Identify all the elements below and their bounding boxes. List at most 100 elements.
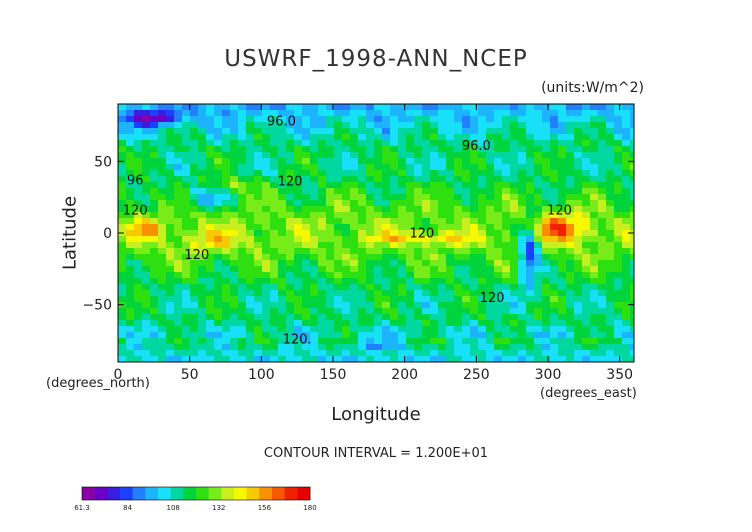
heatmap-cell — [446, 170, 455, 177]
heatmap-cell — [422, 302, 431, 309]
heatmap-cell — [366, 338, 375, 345]
heatmap-cell — [374, 200, 383, 207]
heatmap-cell — [206, 326, 215, 333]
heatmap-cell — [342, 146, 351, 153]
heatmap-cell — [198, 176, 207, 183]
heatmap-cell — [326, 158, 335, 165]
heatmap-cell — [350, 230, 359, 237]
heatmap-cell — [486, 122, 495, 129]
heatmap-cell — [350, 254, 359, 261]
heatmap-cell — [318, 170, 327, 177]
heatmap-cell — [606, 308, 615, 315]
heatmap-cell — [182, 164, 191, 171]
heatmap-cell — [446, 260, 455, 267]
heatmap-cell — [206, 266, 215, 273]
heatmap-cell — [382, 140, 391, 147]
heatmap-cell — [190, 188, 199, 195]
heatmap-cell — [526, 200, 535, 207]
heatmap-cell — [246, 254, 255, 261]
heatmap-cell — [262, 326, 271, 333]
heatmap-cell — [422, 212, 431, 219]
heatmap-cell — [462, 344, 471, 351]
heatmap-cell — [118, 170, 127, 177]
heatmap-cell — [614, 182, 623, 189]
heatmap-cell — [238, 212, 247, 219]
heatmap-cell — [622, 194, 631, 201]
heatmap-cell — [542, 146, 551, 153]
heatmap-cell — [414, 176, 423, 183]
heatmap-cell — [326, 278, 335, 285]
heatmap-cell — [598, 242, 607, 249]
heatmap-cell — [406, 356, 415, 363]
heatmap-cell — [310, 104, 319, 111]
heatmap-cell — [486, 326, 495, 333]
heatmap-cell — [390, 314, 399, 321]
heatmap-cell — [574, 248, 583, 255]
heatmap-cell — [302, 314, 311, 321]
colorbar-swatch — [246, 487, 260, 500]
heatmap-cell — [286, 236, 295, 243]
heatmap-cell — [590, 302, 599, 309]
heatmap-cell — [550, 104, 559, 111]
heatmap-cell — [558, 158, 567, 165]
heatmap-cell — [590, 188, 599, 195]
heatmap-cell — [198, 242, 207, 249]
heatmap-cell — [454, 104, 463, 111]
heatmap-cell — [590, 344, 599, 351]
heatmap-cell — [606, 200, 615, 207]
heatmap-cell — [438, 338, 447, 345]
heatmap-cell — [390, 254, 399, 261]
heatmap-cell — [486, 140, 495, 147]
heatmap-cell — [190, 254, 199, 261]
heatmap-cell — [174, 278, 183, 285]
heatmap-cell — [382, 260, 391, 267]
heatmap-cell — [334, 350, 343, 357]
heatmap-cell — [494, 302, 503, 309]
heatmap-cell — [502, 188, 511, 195]
heatmap-cell — [494, 320, 503, 327]
heatmap-cell — [526, 128, 535, 135]
heatmap-cell — [614, 128, 623, 135]
heatmap-cell — [510, 194, 519, 201]
heatmap-cell — [182, 296, 191, 303]
heatmap-cell — [438, 290, 447, 297]
heatmap-cell — [534, 122, 543, 129]
heatmap-cell — [550, 242, 559, 249]
heatmap-cell — [382, 128, 391, 135]
heatmap-cell — [214, 266, 223, 273]
heatmap-cell — [414, 140, 423, 147]
heatmap-cell — [470, 308, 479, 315]
heatmap-cell — [318, 350, 327, 357]
heatmap-cell — [622, 128, 631, 135]
heatmap-cell — [142, 188, 151, 195]
heatmap-cell — [510, 302, 519, 309]
heatmap-cell — [550, 326, 559, 333]
heatmap-cell — [198, 320, 207, 327]
heatmap-cell — [446, 248, 455, 255]
heatmap-cell — [238, 158, 247, 165]
heatmap-cell — [318, 194, 327, 201]
heatmap-cell — [238, 152, 247, 159]
heatmap-cell — [206, 308, 215, 315]
heatmap-cell — [598, 284, 607, 291]
heatmap-cell — [182, 284, 191, 291]
heatmap-cell — [534, 356, 543, 363]
heatmap-cell — [342, 272, 351, 279]
heatmap-cell — [582, 152, 591, 159]
heatmap-cell — [502, 344, 511, 351]
heatmap-cell — [630, 332, 635, 339]
heatmap-cell — [614, 224, 623, 231]
heatmap-cell — [126, 242, 135, 249]
heatmap-cell — [286, 230, 295, 237]
heatmap-cell — [550, 194, 559, 201]
heatmap-cell — [430, 338, 439, 345]
heatmap-cell — [582, 128, 591, 135]
heatmap-cell — [382, 254, 391, 261]
heatmap-cell — [558, 248, 567, 255]
heatmap-cell — [230, 104, 239, 111]
heatmap-cell — [246, 152, 255, 159]
heatmap-cell — [558, 356, 567, 363]
heatmap-cell — [502, 350, 511, 357]
heatmap-cell — [190, 356, 199, 363]
heatmap-cell — [598, 260, 607, 267]
